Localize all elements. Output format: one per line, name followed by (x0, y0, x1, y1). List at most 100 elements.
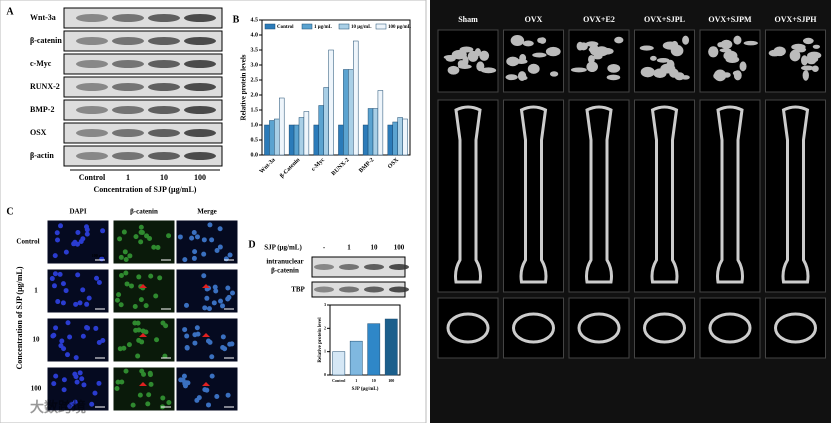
trabecula (570, 67, 587, 73)
cell (204, 295, 210, 301)
y-tick-label: 1.0 (251, 122, 259, 128)
trabecula (739, 61, 747, 72)
blot-label: BMP-2 (30, 105, 54, 114)
cell (189, 235, 195, 241)
column-label: Merge (197, 208, 216, 216)
cell (77, 300, 83, 306)
cell (201, 273, 207, 279)
trabecula (521, 75, 528, 81)
blot-band (389, 286, 409, 293)
cell (54, 230, 60, 236)
cell (100, 228, 106, 234)
blot-label: RUNX-2 (30, 82, 60, 91)
plot-frame (261, 19, 411, 156)
cell (121, 345, 127, 351)
cell (209, 237, 215, 243)
trabecula (789, 49, 801, 62)
plot-frame (329, 304, 401, 376)
trabecula (650, 55, 657, 61)
trabecula (773, 46, 786, 57)
cell (81, 382, 87, 388)
bar (264, 124, 270, 156)
cell (147, 235, 153, 241)
cell (59, 338, 65, 344)
y-tick-label: 0 (324, 372, 326, 377)
group-label: Sham (458, 15, 478, 24)
cell (148, 381, 154, 387)
panel-letter: D (248, 239, 255, 250)
cell (75, 272, 81, 278)
lane-label: Control (79, 173, 106, 182)
cell (50, 333, 56, 339)
bone (781, 105, 810, 284)
cell (225, 392, 231, 398)
blot-band (112, 83, 144, 91)
arrow (139, 333, 147, 337)
cell (61, 387, 67, 393)
bar (323, 87, 329, 156)
cell (182, 327, 188, 333)
trabecula (656, 57, 670, 63)
cell (92, 390, 98, 396)
legend-swatch (264, 23, 276, 30)
cell (79, 376, 85, 382)
cell (96, 380, 102, 386)
cell (72, 399, 78, 405)
cell (119, 379, 125, 385)
micrograph (175, 219, 239, 265)
blot-band (112, 60, 144, 68)
cell (135, 353, 141, 359)
blot-band (148, 129, 180, 137)
y-tick-label: 1.5 (251, 107, 259, 113)
lane-label: 1 (126, 173, 130, 182)
cell (133, 234, 139, 240)
cell (225, 296, 231, 302)
trabecula (802, 70, 809, 81)
blot-band (76, 129, 108, 137)
cell (137, 392, 143, 398)
blot-band (76, 106, 108, 114)
bar (387, 124, 393, 156)
blot-band (339, 286, 359, 293)
cell (181, 373, 187, 379)
bar (353, 40, 359, 156)
legend-label: 100 μg/mL (388, 25, 412, 30)
cell (151, 244, 157, 250)
bar (372, 108, 379, 156)
trabecula (506, 56, 520, 67)
blot-band (364, 286, 384, 293)
cell (123, 368, 129, 374)
ct-long (699, 99, 761, 293)
trabecula (723, 50, 738, 61)
cell (63, 288, 69, 294)
ct-long (634, 99, 695, 293)
cell (139, 229, 145, 235)
y-tick-label: 4.0 (251, 32, 259, 38)
blot-band (184, 14, 216, 22)
cell (84, 227, 90, 233)
cell (73, 301, 79, 307)
bar (338, 124, 344, 156)
cell (85, 325, 91, 331)
cell (123, 270, 129, 276)
micrograph (46, 317, 110, 363)
cell (191, 230, 197, 236)
cell (57, 271, 63, 277)
y-label: Relative protein levels (240, 54, 248, 120)
bone-section (577, 312, 621, 344)
blot-band (148, 83, 180, 91)
arrow (202, 284, 210, 288)
panel-letter: A (6, 6, 14, 17)
y-tick-label: 4.5 (251, 17, 259, 23)
bone-section (446, 312, 490, 344)
cell (212, 284, 218, 290)
cell (61, 346, 67, 352)
y-tick-label: 1 (324, 349, 326, 354)
x-tick-label: 100 (388, 378, 394, 383)
cell (196, 395, 202, 401)
blot-band (314, 286, 334, 293)
ct-long (765, 99, 826, 293)
trabecula (532, 52, 547, 58)
cell (223, 256, 229, 262)
trabecula (720, 39, 733, 49)
